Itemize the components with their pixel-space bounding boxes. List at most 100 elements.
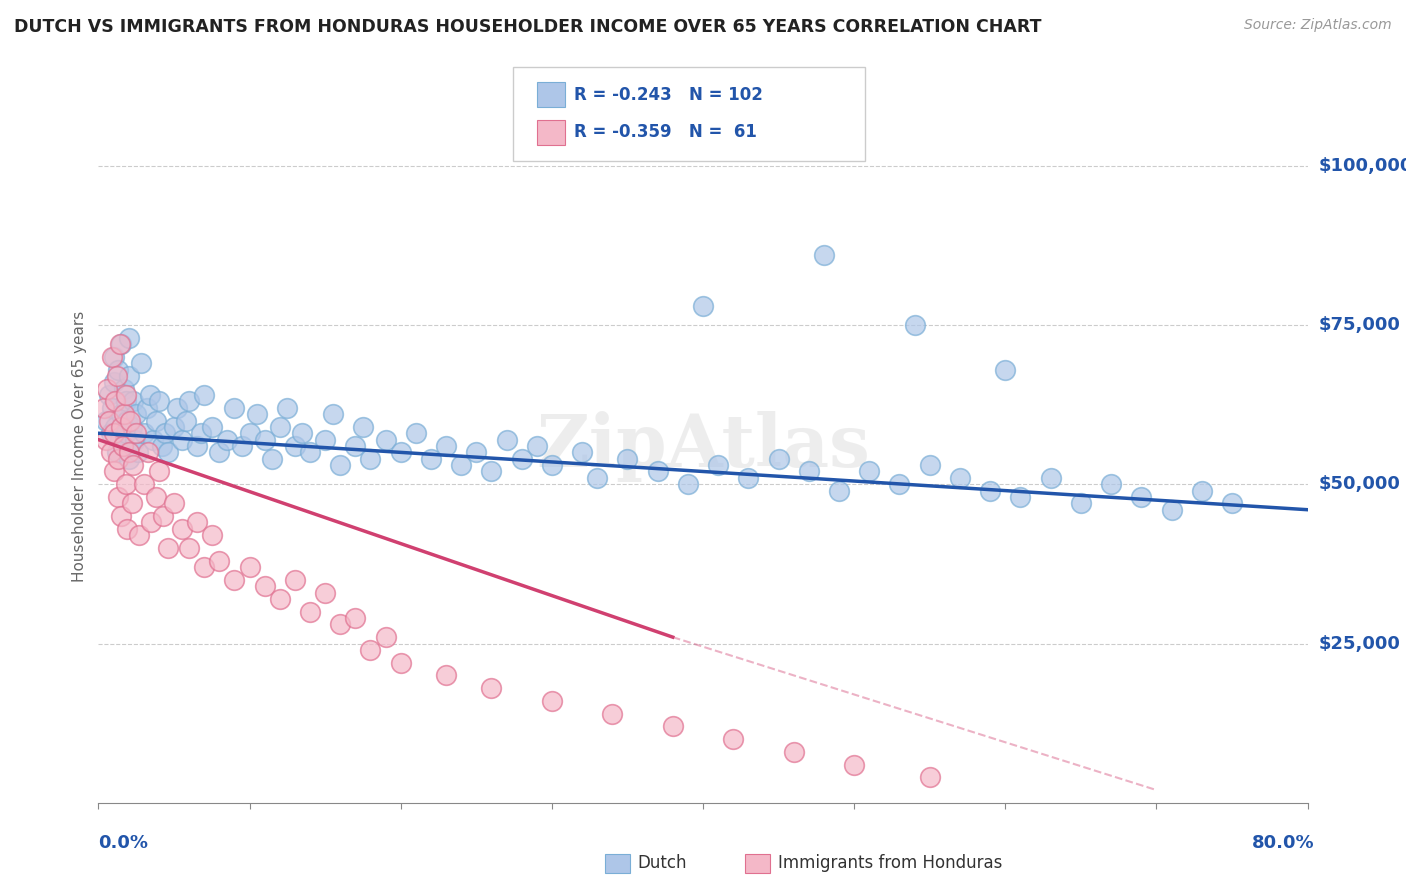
Point: [1130, 490, 1153, 504]
Point: [389, 445, 412, 459]
Point: [110, 407, 132, 421]
Point: [949, 471, 972, 485]
Point: [121, 420, 143, 434]
Point: [299, 605, 322, 619]
Point: [122, 394, 145, 409]
Point: [135, 401, 157, 415]
Point: [284, 573, 307, 587]
Point: [374, 630, 396, 644]
Point: [481, 681, 503, 695]
Point: [1039, 471, 1062, 485]
Point: [540, 458, 562, 472]
Point: [100, 426, 122, 441]
Point: [193, 388, 215, 402]
Point: [163, 420, 186, 434]
Point: [98, 413, 121, 427]
Text: Dutch: Dutch: [637, 855, 686, 872]
Point: [208, 445, 231, 459]
Text: $75,000: $75,000: [1319, 316, 1400, 334]
Point: [586, 471, 609, 485]
Point: [661, 719, 683, 733]
Point: [1010, 490, 1032, 504]
Point: [208, 554, 231, 568]
Text: R = -0.359   N =  61: R = -0.359 N = 61: [574, 123, 756, 141]
Point: [153, 426, 176, 441]
Point: [150, 439, 173, 453]
Point: [314, 585, 336, 599]
Point: [889, 477, 911, 491]
Point: [322, 407, 344, 421]
Point: [139, 388, 162, 402]
Point: [121, 496, 143, 510]
Point: [1099, 477, 1122, 491]
Point: [124, 433, 146, 447]
Point: [231, 439, 253, 453]
Point: [329, 458, 352, 472]
Point: [314, 433, 336, 447]
Point: [239, 426, 262, 441]
Point: [114, 388, 136, 402]
Point: [132, 477, 155, 491]
Point: [405, 426, 427, 441]
Point: [101, 401, 124, 415]
Point: [676, 477, 699, 491]
Point: [602, 706, 624, 721]
Point: [465, 445, 488, 459]
Point: [344, 439, 367, 453]
Point: [434, 439, 457, 453]
Point: [224, 401, 246, 415]
Point: [360, 451, 382, 466]
Point: [1220, 496, 1243, 510]
Point: [96, 382, 118, 396]
Point: [94, 433, 117, 447]
Point: [858, 465, 880, 479]
Point: [114, 477, 136, 491]
Point: [152, 509, 174, 524]
Point: [201, 528, 224, 542]
Point: [276, 401, 298, 415]
Point: [616, 451, 638, 466]
Point: [108, 337, 131, 351]
Point: [647, 465, 669, 479]
Point: [813, 248, 835, 262]
Point: [419, 451, 441, 466]
Point: [215, 433, 238, 447]
Point: [269, 591, 291, 606]
Point: [112, 382, 135, 396]
Point: [918, 458, 941, 472]
Point: [186, 439, 208, 453]
Point: [170, 522, 193, 536]
Point: [170, 433, 193, 447]
Point: [148, 465, 170, 479]
Point: [118, 445, 141, 459]
Point: [344, 611, 367, 625]
Point: [177, 394, 201, 409]
Point: [108, 433, 131, 447]
Point: [142, 433, 165, 447]
Point: [284, 439, 307, 453]
Point: [163, 496, 186, 510]
Point: [107, 451, 129, 466]
Point: [115, 413, 138, 427]
Point: [145, 490, 167, 504]
Point: [118, 451, 141, 466]
Point: [979, 483, 1001, 498]
Point: [495, 433, 517, 447]
Point: [193, 560, 215, 574]
Point: [224, 573, 246, 587]
Text: $100,000: $100,000: [1319, 157, 1406, 175]
Point: [828, 483, 851, 498]
Y-axis label: Householder Income Over 65 years: Householder Income Over 65 years: [72, 310, 87, 582]
Text: Source: ZipAtlas.com: Source: ZipAtlas.com: [1244, 18, 1392, 32]
Point: [122, 458, 145, 472]
Point: [253, 579, 276, 593]
Point: [246, 407, 269, 421]
Text: 80.0%: 80.0%: [1251, 834, 1315, 852]
Point: [571, 445, 593, 459]
Point: [262, 451, 284, 466]
Point: [125, 426, 148, 441]
Point: [918, 770, 941, 784]
Point: [186, 516, 208, 530]
Point: [105, 368, 128, 383]
Text: R = -0.243   N = 102: R = -0.243 N = 102: [574, 86, 762, 103]
